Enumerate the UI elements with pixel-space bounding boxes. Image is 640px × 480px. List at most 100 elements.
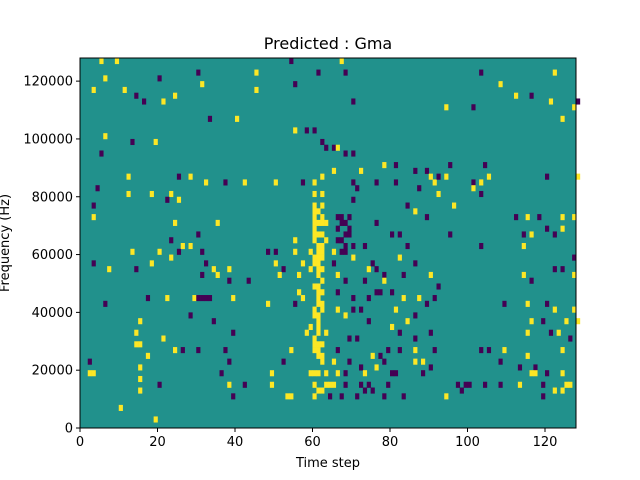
- heatmap-cell: [320, 138, 325, 146]
- heatmap-cell: [316, 300, 321, 307]
- heatmap-cell: [386, 381, 391, 388]
- heatmap-cell: [560, 115, 565, 122]
- heatmap-cell: [169, 190, 174, 198]
- heatmap-cell: [324, 329, 329, 336]
- heatmap-cell: [293, 248, 298, 255]
- heatmap-cell: [289, 347, 294, 354]
- heatmap-cell: [312, 237, 317, 244]
- y-tick-label: 0: [65, 422, 73, 437]
- y-axis: 0 20000 40000 60000 80000 100000 120000: [23, 75, 80, 437]
- heatmap-cell: [246, 277, 251, 284]
- heatmap-cell: [324, 381, 329, 388]
- heatmap-cell: [153, 416, 158, 423]
- heatmap-cell: [173, 219, 178, 226]
- heatmap-cell: [87, 370, 92, 377]
- heatmap-cell: [180, 347, 185, 354]
- heatmap-cell: [529, 370, 534, 377]
- heatmap-cell: [390, 370, 395, 377]
- heatmap-cell: [541, 393, 546, 400]
- heatmap-cell: [366, 318, 371, 325]
- heatmap-cell: [242, 381, 247, 388]
- heatmap-cell: [413, 312, 418, 319]
- heatmap-cell: [200, 295, 205, 302]
- heatmap-cell: [343, 277, 348, 284]
- heatmap-cell: [316, 283, 321, 290]
- heatmap-cell: [374, 289, 379, 296]
- heatmap-cell: [99, 58, 104, 65]
- heatmap-cell: [331, 248, 337, 255]
- heatmap-cell: [200, 271, 205, 278]
- heatmap-cell: [351, 306, 356, 313]
- heatmap-cell: [254, 69, 259, 76]
- heatmap-cell: [339, 219, 344, 226]
- heatmap-cell: [432, 179, 437, 186]
- heatmap-cell: [320, 254, 325, 261]
- heatmap-cell: [521, 231, 526, 238]
- heatmap-cell: [413, 347, 418, 354]
- heatmap-cell: [297, 271, 302, 278]
- heatmap-cell: [359, 364, 364, 371]
- heatmap-cell: [308, 370, 313, 377]
- heatmap-cell: [91, 214, 96, 221]
- heatmap-cell: [444, 393, 449, 400]
- heatmap-cell: [312, 393, 317, 400]
- heatmap-cell: [320, 277, 325, 284]
- heatmap-cell: [223, 179, 228, 186]
- heatmap-cell: [316, 312, 321, 319]
- heatmap-cell: [138, 341, 143, 348]
- heatmap-cell: [285, 393, 290, 400]
- heatmap-cell: [362, 387, 368, 394]
- heatmap-cell: [382, 358, 387, 365]
- heatmap-cell: [312, 231, 317, 238]
- heatmap-cell: [405, 318, 410, 325]
- heatmap-cell: [316, 69, 321, 76]
- x-tick-label: 120: [533, 435, 558, 450]
- heatmap-cell: [525, 214, 530, 221]
- heatmap-cell: [149, 190, 154, 198]
- heatmap-cell: [293, 127, 298, 134]
- heatmap-cell: [455, 381, 461, 388]
- heatmap-cell: [347, 358, 352, 365]
- heatmap-cell: [320, 231, 325, 238]
- heatmap-cell: [328, 393, 333, 400]
- heatmap-cell: [312, 179, 317, 186]
- heatmap-cell: [269, 381, 275, 388]
- heatmap-cell: [339, 214, 344, 221]
- heatmap-cell: [521, 243, 526, 250]
- heatmap-cell: [153, 138, 158, 146]
- heatmap-cell: [316, 289, 321, 296]
- heatmap-cell: [300, 295, 306, 302]
- heatmap-cell: [273, 179, 278, 186]
- heatmap-cell: [157, 75, 162, 82]
- heatmap-cell: [541, 318, 546, 325]
- heatmap-cell: [548, 98, 554, 105]
- heatmap-cell: [355, 393, 360, 400]
- heatmap-cell: [138, 375, 143, 383]
- y-axis-label: Frequency (Hz): [0, 194, 13, 292]
- heatmap-cell: [324, 370, 329, 377]
- heatmap-cell: [560, 214, 565, 221]
- heatmap-cell: [320, 358, 325, 365]
- heatmap-cell: [572, 271, 577, 278]
- heatmap-cell: [235, 115, 240, 122]
- heatmap-cell: [122, 86, 127, 93]
- heatmap-cell: [572, 306, 577, 313]
- heatmap-cell: [486, 173, 492, 180]
- y-tick-label: 120000: [23, 75, 73, 90]
- heatmap-cell: [316, 341, 321, 348]
- heatmap-cell: [545, 370, 550, 377]
- heatmap-cell: [176, 173, 182, 180]
- heatmap-cell: [401, 295, 406, 302]
- heatmap-cell: [548, 329, 554, 336]
- heatmap-cell: [560, 225, 565, 232]
- heatmap-cell: [448, 231, 453, 238]
- heatmap-cell: [556, 329, 561, 336]
- heatmap-cell: [312, 225, 317, 232]
- heatmap-cell: [374, 266, 379, 273]
- heatmap-cell: [483, 162, 488, 169]
- heatmap-cell: [401, 393, 406, 400]
- heatmap-cell: [223, 347, 228, 354]
- heatmap-cell: [479, 190, 484, 198]
- heatmap-cell: [316, 347, 321, 354]
- heatmap-cell: [374, 179, 379, 186]
